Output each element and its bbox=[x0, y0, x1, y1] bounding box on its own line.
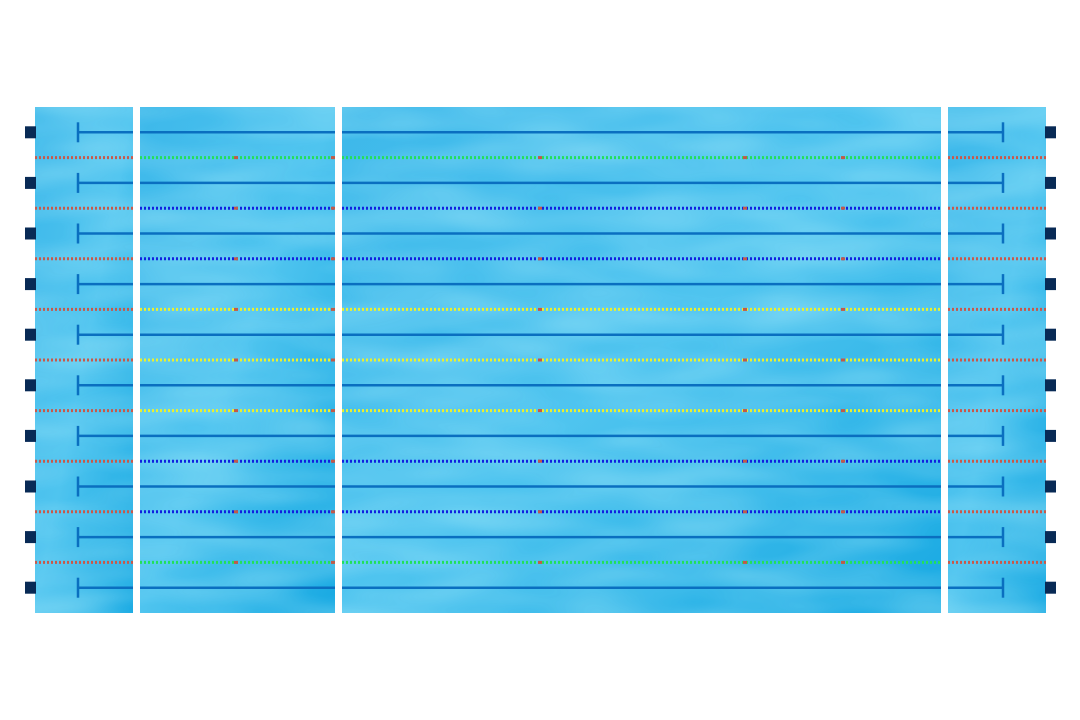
rope-marker bbox=[743, 206, 747, 210]
starting-block-left bbox=[25, 126, 36, 139]
rope-marker bbox=[841, 459, 845, 463]
rope-marker bbox=[743, 358, 747, 362]
rope-marker bbox=[331, 510, 335, 514]
rope-marker bbox=[331, 156, 335, 160]
rope-marker bbox=[331, 206, 335, 210]
starting-block-right bbox=[1045, 429, 1056, 442]
rope-marker bbox=[234, 257, 238, 261]
rope-marker bbox=[841, 358, 845, 362]
starting-block-right bbox=[1045, 531, 1056, 544]
rope-marker bbox=[331, 257, 335, 261]
starting-block-right bbox=[1045, 480, 1056, 493]
starting-block-left bbox=[25, 581, 36, 594]
starting-block-left bbox=[25, 429, 36, 442]
starting-block-right bbox=[1045, 278, 1056, 291]
rope-marker bbox=[538, 206, 542, 210]
starting-block-left bbox=[25, 480, 36, 493]
rope-marker bbox=[841, 307, 845, 311]
rope-marker bbox=[743, 409, 747, 413]
rope-marker bbox=[538, 307, 542, 311]
rope-marker bbox=[234, 510, 238, 514]
rope-marker bbox=[538, 358, 542, 362]
starting-block-left bbox=[25, 531, 36, 544]
rope-marker bbox=[743, 560, 747, 564]
rope-marker bbox=[234, 409, 238, 413]
rope-marker bbox=[841, 560, 845, 564]
rope-marker bbox=[234, 358, 238, 362]
starting-block-left bbox=[25, 379, 36, 392]
rope-marker bbox=[743, 459, 747, 463]
rope-marker bbox=[538, 409, 542, 413]
rope-marker bbox=[841, 156, 845, 160]
rope-marker bbox=[331, 409, 335, 413]
rope-marker bbox=[538, 560, 542, 564]
starting-block-right bbox=[1045, 379, 1056, 392]
rope-marker bbox=[538, 510, 542, 514]
rope-marker bbox=[331, 307, 335, 311]
rope-marker bbox=[841, 206, 845, 210]
rope-marker bbox=[234, 459, 238, 463]
starting-block-right bbox=[1045, 328, 1056, 341]
rope-marker bbox=[841, 257, 845, 261]
rope-marker bbox=[841, 510, 845, 514]
starting-block-left bbox=[25, 176, 36, 189]
rope-marker bbox=[234, 156, 238, 160]
starting-block-right bbox=[1045, 227, 1056, 240]
rope-marker bbox=[234, 560, 238, 564]
rope-marker bbox=[538, 459, 542, 463]
starting-block-left bbox=[25, 328, 36, 341]
rope-marker bbox=[331, 560, 335, 564]
starting-block-left bbox=[25, 227, 36, 240]
lane-floor-lines bbox=[76, 122, 1005, 598]
lane-ropes bbox=[35, 156, 1046, 564]
starting-block-left bbox=[25, 278, 36, 291]
rope-marker bbox=[234, 307, 238, 311]
rope-marker bbox=[743, 307, 747, 311]
rope-marker bbox=[538, 257, 542, 261]
starting-block-right bbox=[1045, 581, 1056, 594]
rope-marker bbox=[743, 156, 747, 160]
rope-marker bbox=[331, 459, 335, 463]
rope-marker bbox=[743, 257, 747, 261]
rope-marker bbox=[743, 510, 747, 514]
starting-block-right bbox=[1045, 126, 1056, 139]
starting-block-right bbox=[1045, 176, 1056, 189]
starting-blocks bbox=[25, 126, 1056, 594]
rope-marker bbox=[538, 156, 542, 160]
rope-marker bbox=[331, 358, 335, 362]
rope-marker bbox=[234, 206, 238, 210]
rope-marker bbox=[841, 409, 845, 413]
